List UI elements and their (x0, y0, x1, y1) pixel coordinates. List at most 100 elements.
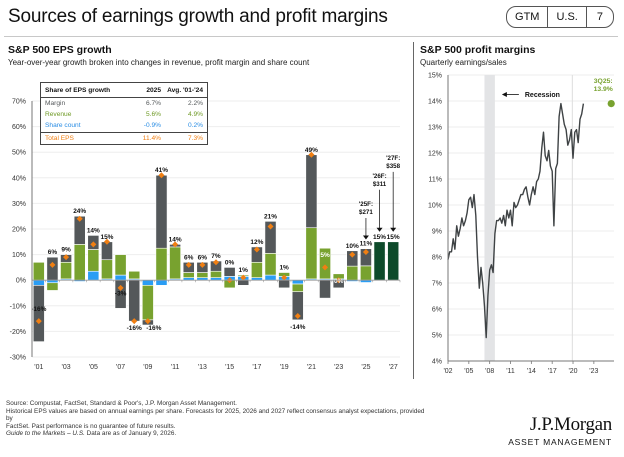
data-label: 11% (360, 241, 373, 248)
x-tick-label: '23 (334, 364, 343, 371)
data-label: 15% (100, 234, 113, 241)
x-tick-label: '23 (589, 368, 598, 375)
total-eps-marker (172, 241, 179, 248)
row-avg: 0.2% (187, 122, 203, 130)
annotation-arrow-head (376, 227, 383, 232)
share-count-segment (155, 279, 168, 286)
row-label: Revenue (45, 111, 72, 119)
profit-margin-chart: 4% 5% 6% 7% 8% 9% 10% 11% 12% 13% 14% 15% Recession 3… (428, 73, 615, 375)
x-tick-label: '11 (171, 364, 180, 371)
margin-segment (237, 279, 250, 286)
jpmorgan-logo: J.P.Morgan ASSET MANAGEMENT (508, 414, 612, 447)
share-count-segment (291, 279, 304, 285)
footnote-date: Data are as of January 9, 2026. (84, 430, 177, 438)
data-label: -16% (127, 325, 142, 332)
data-label: 0% (225, 259, 235, 266)
data-label: 14% (87, 227, 100, 234)
revenue-segment (32, 261, 45, 281)
data-label: 1% (239, 267, 249, 274)
recession-arrow-head (501, 92, 507, 97)
y-tick-label: -30% (10, 355, 26, 362)
margin-segment (223, 267, 236, 277)
eps-chart-subtitle: Year-over-year growth broken into change… (8, 58, 310, 67)
data-label: 24% (73, 208, 86, 215)
data-label: 41% (155, 167, 168, 174)
eps-share-table: Share of EPS growth 2025 Avg. '01-'24 Ma… (40, 82, 208, 145)
margin-segment (305, 154, 318, 229)
revenue-segment (73, 244, 86, 281)
total-eps-marker (90, 241, 97, 248)
forecast-annotation-label: '25F: (359, 201, 373, 208)
total-eps-marker (308, 151, 315, 158)
y-tick-label: 4% (432, 359, 442, 366)
logo-name: J.P.Morgan (529, 414, 612, 435)
x-tick-label: '02 (443, 368, 452, 375)
total-eps-marker (362, 249, 369, 256)
margin-segment (278, 279, 291, 289)
eps-table-header: Share of EPS growth 2025 Avg. '01-'24 (41, 83, 207, 98)
latest-value: 13.9% (594, 86, 613, 93)
forecast-bar (373, 241, 386, 281)
revenue-segment (291, 283, 304, 293)
total-eps-marker (213, 259, 219, 266)
y-tick-label: 13% (428, 125, 442, 132)
revenue-segment (251, 261, 263, 278)
latest-value-label: 3Q25: (594, 78, 613, 85)
eps-table-header-avg: Avg. '01-'24 (167, 86, 203, 94)
y-tick-label: 60% (12, 124, 26, 131)
revenue-segment (141, 285, 154, 321)
total-eps-marker (144, 318, 151, 325)
forecast-annotation-label: '26F: (372, 173, 386, 180)
y-tick-label: 15% (428, 73, 442, 80)
x-tick-label: '01 (34, 364, 43, 371)
margin-segment (155, 174, 168, 249)
y-tick-label: 5% (432, 333, 442, 340)
profit-margin-line (447, 102, 585, 339)
x-tick-label: '20 (568, 368, 577, 375)
revenue-segment (60, 261, 72, 280)
total-eps-marker (349, 251, 356, 258)
data-label: 1% (279, 265, 289, 272)
y-tick-label: 9% (432, 229, 442, 236)
total-eps-marker (199, 261, 206, 268)
page-title: Sources of earnings growth and profit ma… (8, 6, 388, 27)
y-tick-label: 7% (432, 281, 442, 288)
total-eps-marker (253, 246, 260, 253)
logo-subtitle: ASSET MANAGEMENT (508, 437, 612, 447)
data-label: 15% (387, 234, 400, 241)
total-eps-marker (294, 313, 301, 320)
margin-segment (291, 291, 304, 321)
footnote-data-date: Guide to the Markets – U.S. Data are as … (6, 430, 426, 438)
share-count-segment (264, 274, 277, 281)
margin-chart-title: S&P 500 profit margins (420, 44, 536, 56)
x-tick-label: '05 (89, 364, 98, 371)
y-tick-label: 70% (12, 99, 26, 106)
revenue-segment (182, 272, 195, 278)
recession-label: Recession (525, 92, 560, 99)
x-tick-label: '08 (485, 368, 494, 375)
margin-segment (264, 221, 277, 254)
revenue-segment (360, 265, 372, 281)
total-eps-marker (267, 223, 274, 230)
eps-table-row-revenue: Revenue 5.6% 4.9% (41, 109, 207, 120)
y-tick-label: 30% (12, 201, 26, 208)
margin-segment (319, 279, 331, 299)
x-tick-label: '07 (116, 364, 125, 371)
total-eps-marker (322, 264, 329, 271)
total-eps-marker (49, 261, 56, 268)
total-eps-marker (240, 274, 247, 281)
footnote: Source: Compustat, FactSet, Standard & P… (6, 400, 426, 438)
forecast-bar (387, 241, 400, 281)
eps-chart-title: S&P 500 EPS growth (8, 44, 112, 56)
forecast-annotation-value: $311 (373, 181, 387, 188)
y-tick-label: 8% (432, 255, 442, 262)
total-eps-marker (281, 274, 288, 281)
total-eps-marker (117, 284, 124, 291)
row-avg: 2.2% (187, 100, 203, 108)
revenue-segment (101, 259, 113, 280)
y-tick-label: 20% (12, 227, 26, 234)
y-tick-label: -20% (10, 329, 26, 336)
share-count-segment (32, 279, 45, 286)
data-label: 5% (320, 252, 330, 259)
margin-segment (46, 256, 59, 281)
